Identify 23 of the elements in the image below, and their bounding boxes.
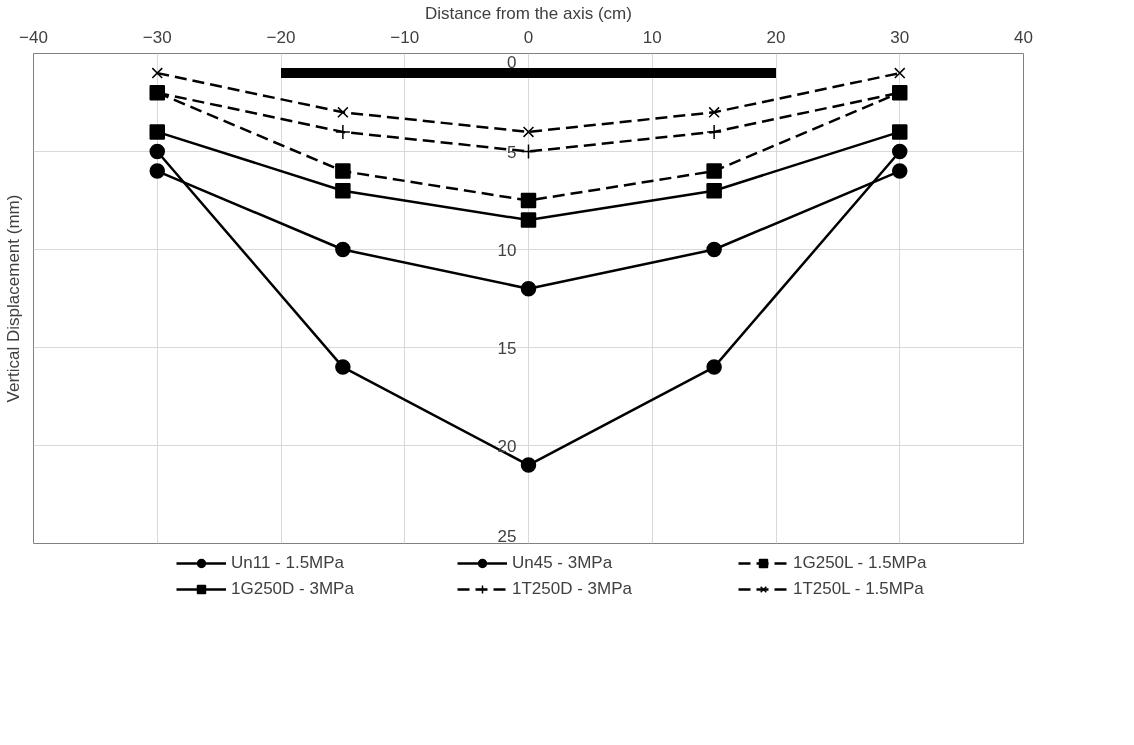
y-tick-label: 25	[497, 526, 517, 546]
x-tick-label: 0	[523, 27, 534, 47]
x-tick-label: 30	[890, 27, 910, 47]
legend-label: Un11 - 1.5MPa	[231, 553, 346, 573]
legend-label: 1T250L - 1.5MPa	[793, 579, 925, 599]
y-axis-title: Vertical Displacement (mm)	[3, 194, 23, 403]
y-tick-label: 20	[497, 436, 517, 456]
legend-label: 1G250L - 1.5MPa	[793, 553, 928, 573]
x-tick-label: −20	[266, 27, 296, 47]
y-tick-label: 15	[497, 338, 517, 358]
x-tick-label: −10	[390, 27, 420, 47]
x-tick-label: 40	[1014, 27, 1033, 47]
x-tick-label: −40	[19, 27, 48, 47]
x-axis-title: Distance from the axis (cm)	[425, 3, 632, 23]
x-tick-label: 10	[642, 27, 662, 47]
legend-label: 1G250D - 3MPa	[231, 579, 355, 599]
legend-label: Un45 - 3MPa	[512, 553, 614, 573]
legend-label: 1T250D - 3MPa	[512, 579, 633, 599]
y-tick-label: 5	[507, 142, 517, 162]
y-tick-label: 10	[497, 240, 517, 260]
x-tick-label: 20	[766, 27, 786, 47]
y-tick-label: 0	[507, 52, 517, 72]
x-tick-label: −30	[142, 27, 172, 47]
